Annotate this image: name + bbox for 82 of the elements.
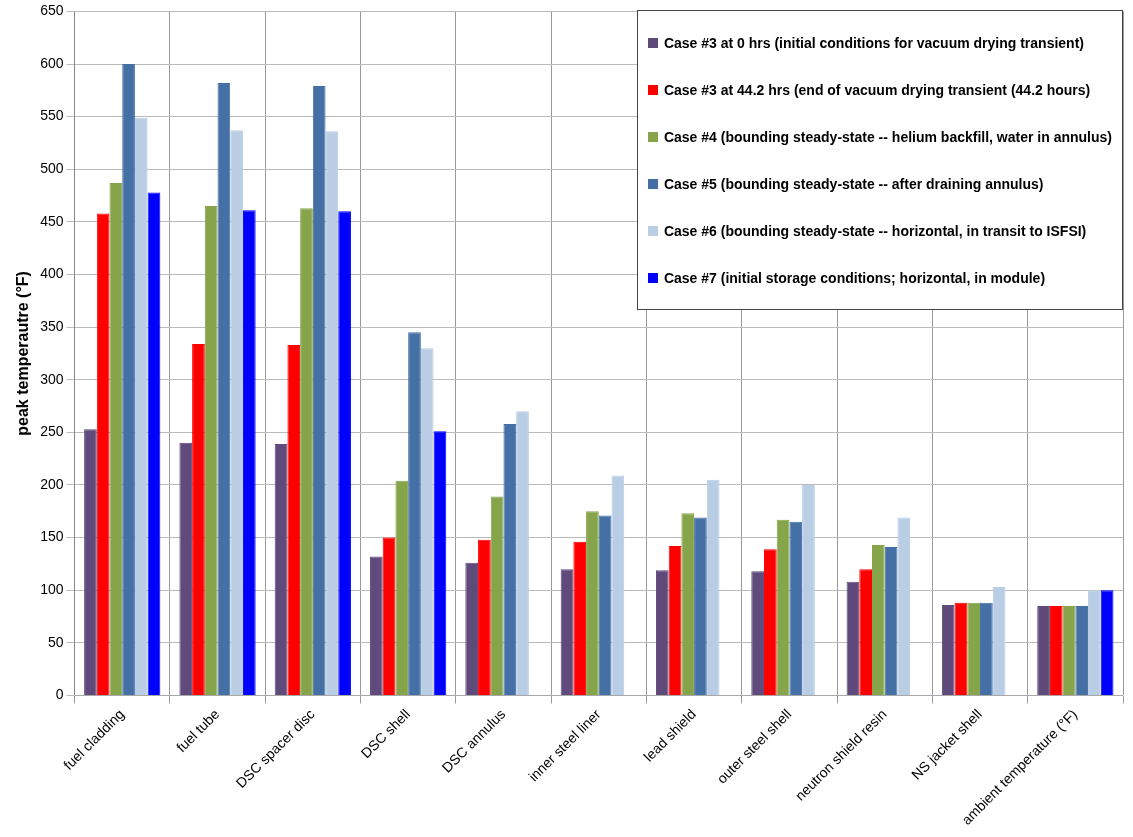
y-tick-label: 300 [40,370,64,387]
y-tick-label: 150 [40,528,64,545]
bar [382,537,396,695]
bar [681,513,695,695]
bar [586,511,599,695]
bar [84,429,97,695]
bar [287,345,301,695]
legend-label: Case #7 (initial storage conditions; horizontal, in module) [663,269,1046,286]
bar [668,545,682,695]
bar [954,602,968,695]
bar [846,581,860,695]
bar [859,569,873,695]
legend-label: Case #5 (bounding steady-state -- after draining annulus) [663,175,1044,192]
bar [1062,605,1076,695]
bar [312,86,326,695]
y-tick-label: 200 [40,475,64,492]
bar [763,549,777,695]
y-tick-label: 0 [55,686,64,703]
bar [420,348,434,695]
legend-label: Case #6 (bounding steady-state -- horizontal, in transit to ISFSI) [663,222,1087,239]
bar [230,130,243,695]
bar [516,411,529,695]
bar [560,569,574,695]
bar [992,587,1006,695]
bar [1075,605,1089,695]
bar [897,517,911,695]
legend-label: Case #3 at 44.2 hrs (end of vacuum drying transient (44.2 hours) [663,81,1091,98]
bar [789,521,803,695]
bar [217,82,231,695]
bar [408,332,421,695]
bar [503,423,517,695]
bar [655,570,669,695]
bar [573,541,587,695]
y-tick-label: 650 [40,2,64,19]
bar [802,484,815,695]
bar [478,539,491,695]
x-tick-label: fuel tube [173,705,223,756]
bar [109,182,123,695]
legend-label: Case #4 (bounding steady-state -- helium backfill, water in annulus) [663,128,1112,145]
bar [611,475,625,695]
bar [204,206,218,695]
bar [179,442,193,695]
bar [1088,590,1101,695]
y-tick-label: 350 [40,317,64,334]
bar [1037,605,1050,695]
bar [465,562,479,695]
bar [706,479,720,695]
legend-label: Case #3 at 0 hrs (initial conditions for vacuum drying transient) [663,34,1084,51]
bar [1100,590,1114,695]
y-tick-label: 50 [47,633,64,650]
bar [490,496,504,695]
bar [242,210,256,695]
y-tick-label: 100 [40,581,64,598]
bar [941,604,955,695]
bar [147,192,161,695]
bar [325,131,339,695]
bar [395,480,409,695]
y-tick-label: 250 [40,423,64,440]
bar [370,556,383,695]
bar [776,519,790,695]
bar [134,117,148,695]
bar [980,602,993,695]
bar [274,443,288,695]
bar [884,547,898,695]
y-tick-label: 450 [40,212,64,229]
bar [694,517,707,695]
bar [192,343,205,695]
bar [1049,605,1063,695]
bar [122,64,135,695]
bar [433,431,447,695]
y-tick-label: 400 [40,265,64,282]
y-tick-label: 600 [40,54,64,71]
bar [872,544,885,695]
bar [751,571,764,695]
bar [300,208,313,695]
y-tick-label: 550 [40,107,64,124]
y-tick-label: 500 [40,160,64,177]
bar [338,211,351,695]
bar [967,602,981,695]
bar [96,213,110,695]
y-axis-title: peak temperautre (°F) [14,271,32,436]
bar [598,515,612,695]
